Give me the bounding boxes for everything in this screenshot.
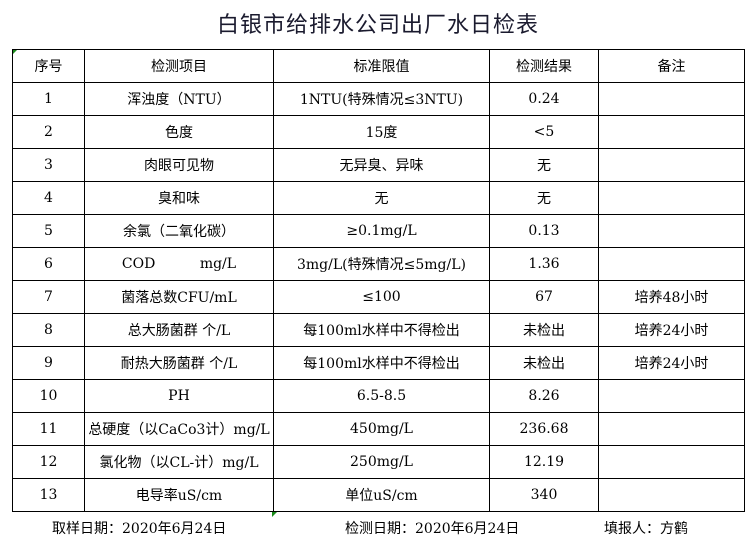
cell-seq: 10 [12,379,85,413]
cell-result: 0.24 [489,82,599,116]
cell-item: 肉眼可见物 [84,148,274,182]
cell-seq: 9 [12,346,85,380]
cell-seq: 4 [12,181,85,215]
table-row: 5 余氯（二氧化碳） ≥0.1mg/L 0.13 [12,214,745,248]
cell-item: 氯化物（以CL-计）mg/L [84,445,274,479]
cell-item: 电导率uS/cm [84,478,274,512]
cell-result: 12.19 [489,445,599,479]
cell-result: 0.13 [489,214,599,248]
header-seq: 序号 [12,49,85,83]
table-row: 12 氯化物（以CL-计）mg/L 250mg/L 12.19 [12,445,745,479]
cell-result: <5 [489,115,599,149]
cell-remark [598,445,745,479]
cell-limit: ≤100 [273,280,490,314]
cell-limit: ≥0.1mg/L [273,214,490,248]
cell-item: 菌落总数CFU/mL [84,280,274,314]
table-row: 2 色度 15度 <5 [12,115,745,149]
cell-seq: 8 [12,313,85,347]
cell-seq: 13 [12,478,85,512]
cell-seq: 5 [12,214,85,248]
cell-limit: 单位uS/cm [273,478,490,512]
cell-limit: 每100ml水样中不得检出 [273,346,490,380]
cell-result: 未检出 [489,313,599,347]
table-row: 4 臭和味无无 [12,181,745,215]
cell-result: 未检出 [489,346,599,380]
cell-seq: 12 [12,445,85,479]
reporter: 填报人：方鹤 [604,521,688,537]
cell-result: 8.26 [489,379,599,413]
test-date: 检测日期：2020年6月24日 [345,521,520,537]
cell-limit: 450mg/L [273,412,490,446]
cell-remark [598,181,745,215]
cell-remark: 培养24小时 [598,313,745,347]
table-row: 6 COD mg/L 3mg/L(特殊情况≤5mg/L) 1.36 [12,247,745,281]
cell-seq: 7 [12,280,85,314]
cell-remark [598,412,745,446]
cell-seq: 2 [12,115,85,149]
header-row: 序号 检测项目 标准限值 检测结果 备注 [12,49,745,83]
table-row: 9 耐热大肠菌群 个/L 每100ml水样中不得检出 未检出 培养24小时 [12,346,745,380]
cell-item: 浑浊度（NTU） [84,82,274,116]
cell-remark: 培养48小时 [598,280,745,314]
cell-item: 臭和味 [84,181,274,215]
cell-item: PH [84,379,274,413]
table-row: 8 总大肠菌群 个/L 每100ml水样中不得检出 未检出 培养24小时 [12,313,745,347]
cell-result: 无 [489,148,599,182]
page-title: 白银市给排水公司出厂水日检表 [216,13,539,38]
cell-limit: 15度 [273,115,490,149]
table-row: 3 肉眼可见物 无异臭、异味无 [12,148,745,182]
cell-limit: 250mg/L [273,445,490,479]
cell-limit: 1NTU(特殊情况≤3NTU) [273,82,490,116]
header-limit: 标准限值 [273,49,490,83]
cell-item: 耐热大肠菌群 个/L [84,346,274,380]
cell-limit: 无异臭、异味 [273,148,490,182]
cell-remark [598,247,745,281]
cell-remark: 培养24小时 [598,346,745,380]
cell-seq: 1 [12,82,85,116]
inspection-table: 序号 检测项目 标准限值 检测结果 备注 1 浑浊度（NTU） 1NTU(特殊情况≤3NTU)… [12,49,745,512]
cell-result: 236.68 [489,412,599,446]
table-row: 13 电导率uS/cm 单位uS/cm 340 [12,478,745,512]
cell-result: 无 [489,181,599,215]
cell-result: 340 [489,478,599,512]
cell-remark [598,115,745,149]
cell-item: COD mg/L [84,247,274,281]
cell-seq: 11 [12,412,85,446]
cell-result: 1.36 [489,247,599,281]
cell-item: 总硬度（以CaCo3计）mg/L [84,412,274,446]
cell-result: 67 [489,280,599,314]
cell-remark [598,478,745,512]
cell-limit: 每100ml水样中不得检出 [273,313,490,347]
cell-item: 总大肠菌群 个/L [84,313,274,347]
cell-limit: 无 [273,181,490,215]
cell-limit: 6.5-8.5 [273,379,490,413]
sample-date: 取样日期：2020年6月24日 [52,521,227,537]
cell-seq: 3 [12,148,85,182]
cell-item: 余氯（二氧化碳） [84,214,274,248]
cell-remark [598,82,745,116]
header-item: 检测项目 [84,49,274,83]
table-row: 10 PH 6.5-8.5 8.26 [12,379,745,413]
cell-limit: 3mg/L(特殊情况≤5mg/L) [273,247,490,281]
cell-seq: 6 [12,247,85,281]
table-row: 11 总硬度（以CaCo3计）mg/L 450mg/L 236.68 [12,412,745,446]
cell-remark [598,379,745,413]
header-remark: 备注 [598,49,745,83]
table-row: 1 浑浊度（NTU） 1NTU(特殊情况≤3NTU) 0.24 [12,82,745,116]
cell-remark [598,214,745,248]
header-result: 检测结果 [489,49,599,83]
cell-remark [598,148,745,182]
cell-item: 色度 [84,115,274,149]
cell-marker [272,512,277,517]
table-row: 7 菌落总数CFU/mL ≤100 67 培养48小时 [12,280,745,314]
